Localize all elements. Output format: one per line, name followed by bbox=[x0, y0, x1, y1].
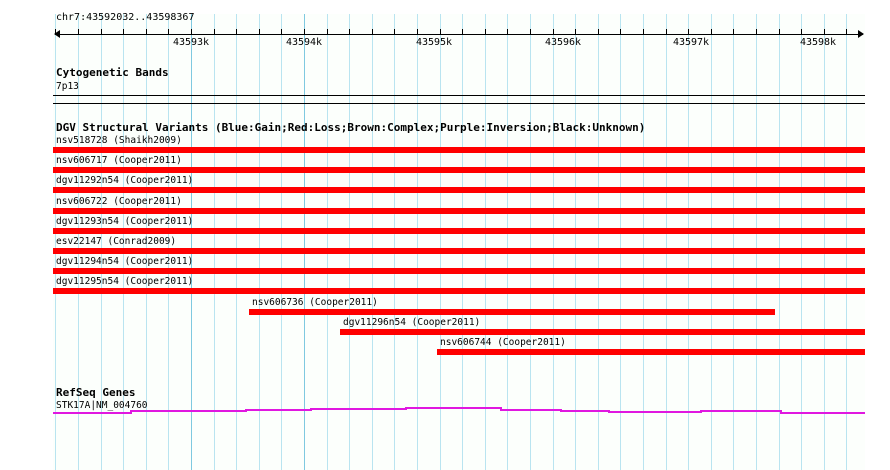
ruler-tick bbox=[259, 29, 260, 35]
ruler-tick bbox=[824, 29, 825, 35]
dgv-feature-label: nsv606736 (Cooper2011) bbox=[252, 296, 378, 308]
ruler-tick bbox=[733, 29, 734, 35]
ruler-tick bbox=[643, 29, 644, 35]
gene-step-connector bbox=[130, 410, 132, 414]
track-title-cytogenetic-bands: Cytogenetic Bands bbox=[56, 66, 169, 79]
gene-exon-segment[interactable] bbox=[405, 407, 500, 409]
ruler-tick bbox=[168, 29, 169, 35]
dgv-variant-bar[interactable] bbox=[53, 268, 865, 275]
dgv-feature-label: nsv606744 (Cooper2011) bbox=[440, 337, 566, 348]
dgv-variant-bar[interactable] bbox=[53, 147, 865, 153]
gene-exon-segment[interactable] bbox=[53, 412, 130, 414]
ruler-tick bbox=[553, 29, 554, 35]
dgv-variant-bar[interactable] bbox=[53, 248, 865, 254]
ruler-tick bbox=[688, 29, 689, 35]
track-title-refseq-genes: RefSeq Genes bbox=[56, 386, 136, 399]
ruler-tick bbox=[711, 29, 712, 35]
ruler-tick bbox=[236, 29, 237, 35]
ruler-tick-label: 43595k bbox=[415, 37, 453, 48]
ruler-tick bbox=[281, 29, 282, 35]
dgv-variant-bar[interactable] bbox=[53, 227, 865, 234]
ruler-tick bbox=[78, 29, 79, 35]
dgv-feature-label: dgv11296n54 (Cooper2011) bbox=[343, 316, 481, 328]
coordinate-ruler[interactable]: chr7:43592032..43598367 43593k 43594k 4359… bbox=[0, 0, 890, 52]
ruler-tick bbox=[101, 29, 102, 35]
ruler-tick-label: 43597k bbox=[672, 37, 710, 48]
gene-label: STK17A|NM_004760 bbox=[56, 400, 148, 411]
ruler-tick-label: 43596k bbox=[544, 37, 582, 48]
dgv-feature-label: nsv518728 (Shaikh2009) bbox=[56, 135, 182, 146]
ruler-tick bbox=[372, 29, 373, 35]
arrow-left-icon[interactable] bbox=[54, 30, 60, 38]
ruler-tick-label: 43593k bbox=[172, 37, 210, 48]
dgv-variant-bar[interactable] bbox=[340, 328, 865, 335]
dgv-feature-label: dgv11292n54 (Cooper2011) bbox=[56, 175, 194, 187]
ruler-tick bbox=[846, 29, 847, 35]
ruler-tick bbox=[191, 29, 192, 35]
ruler-tick bbox=[462, 29, 463, 35]
cytoband-label: 7p13 bbox=[56, 81, 79, 92]
dgv-feature-label: nsv606722 (Cooper2011) bbox=[56, 195, 182, 207]
ruler-tick bbox=[779, 29, 780, 35]
dgv-feature-label: dgv11293n54 (Cooper2011) bbox=[56, 215, 194, 227]
dgv-variant-bar[interactable] bbox=[53, 167, 865, 174]
track-separator-top bbox=[53, 95, 865, 96]
ruler-tick bbox=[756, 29, 757, 35]
dgv-variant-bar[interactable] bbox=[249, 308, 775, 315]
track-panel-background bbox=[53, 14, 865, 470]
gene-exon-segment[interactable] bbox=[560, 410, 608, 412]
arrow-right-icon[interactable] bbox=[858, 30, 864, 38]
dgv-variant-bar[interactable] bbox=[53, 187, 865, 194]
ruler-tick bbox=[214, 29, 215, 35]
track-separator-bottom bbox=[53, 103, 865, 104]
dgv-variant-bar[interactable] bbox=[53, 207, 865, 214]
dgv-feature-label: dgv11295n54 (Cooper2011) bbox=[56, 276, 194, 288]
ruler-tick bbox=[620, 29, 621, 35]
ruler-tick bbox=[666, 29, 667, 35]
track-title-dgv-structural-variants: DGV Structural Variants (Blue:Gain;Red:L… bbox=[56, 121, 646, 134]
ruler-tick bbox=[123, 29, 124, 35]
ruler-tick bbox=[349, 29, 350, 35]
ruler-tick-label: 43594k bbox=[285, 37, 323, 48]
ruler-tick bbox=[801, 29, 802, 35]
ruler-tick bbox=[485, 29, 486, 35]
gene-exon-segment[interactable] bbox=[310, 408, 405, 410]
dgv-feature-label: nsv606717 (Cooper2011) bbox=[56, 155, 182, 167]
ruler-tick bbox=[394, 29, 395, 35]
ruler-axis-line bbox=[55, 34, 863, 35]
gene-exon-segment[interactable] bbox=[700, 410, 780, 412]
ruler-tick bbox=[304, 29, 305, 35]
gene-exon-segment[interactable] bbox=[780, 412, 865, 414]
gene-exon-segment[interactable] bbox=[500, 409, 560, 411]
gene-exon-segment[interactable] bbox=[245, 409, 310, 411]
dgv-variant-bar[interactable] bbox=[437, 349, 865, 355]
locus-label: chr7:43592032..43598367 bbox=[56, 12, 195, 23]
ruler-tick bbox=[530, 29, 531, 35]
ruler-tick bbox=[598, 29, 599, 35]
gene-exon-segment[interactable] bbox=[130, 410, 245, 412]
dgv-feature-label: dgv11294n54 (Cooper2011) bbox=[56, 256, 194, 268]
ruler-tick bbox=[575, 29, 576, 35]
dgv-feature-label: esv22147 (Conrad2009) bbox=[56, 236, 177, 247]
ruler-tick bbox=[440, 29, 441, 35]
ruler-tick bbox=[507, 29, 508, 35]
ruler-tick bbox=[327, 29, 328, 35]
ruler-tick bbox=[146, 29, 147, 35]
ruler-tick bbox=[417, 29, 418, 35]
gene-exon-segment[interactable] bbox=[608, 411, 700, 413]
ruler-tick-label: 43598k bbox=[799, 37, 837, 48]
ruler-tick bbox=[55, 29, 56, 35]
dgv-variant-bar[interactable] bbox=[53, 288, 865, 295]
